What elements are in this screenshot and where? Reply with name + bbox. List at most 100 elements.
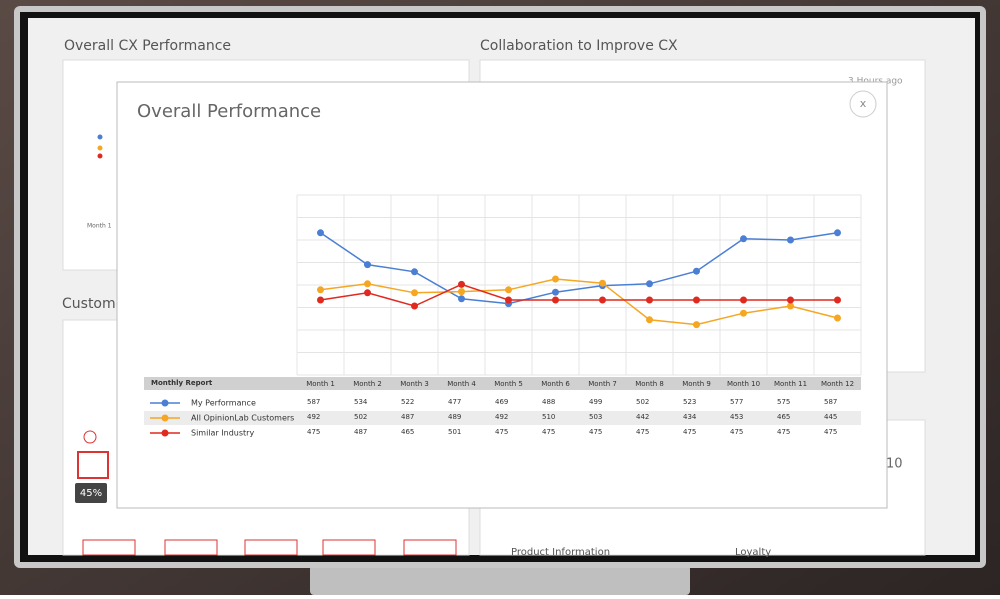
- column-header: Month 12: [821, 380, 854, 388]
- table-cell: 475: [495, 428, 508, 436]
- button[interactable]: [322, 539, 376, 556]
- table-cell: 577: [730, 398, 743, 406]
- point: [599, 279, 606, 287]
- table-cell: 502: [354, 413, 367, 421]
- point: [505, 296, 512, 304]
- panel-title: Product Information: [511, 547, 610, 558]
- modal-title: Overall Performance: [137, 101, 321, 122]
- point: [552, 296, 559, 304]
- point: [646, 280, 653, 288]
- series-line: [320, 232, 838, 305]
- table-cell: 469: [495, 398, 508, 406]
- point: [411, 268, 418, 276]
- column-header: Month 1: [306, 380, 335, 388]
- legend-label: All OpinionLab Customers: [191, 414, 294, 423]
- column-header: Month 11: [774, 380, 807, 388]
- point: [458, 288, 465, 296]
- column-header: Month 7: [588, 380, 617, 388]
- legend-label: My Performance: [191, 399, 256, 408]
- point: [787, 296, 794, 304]
- column-header: Month 2: [353, 380, 382, 388]
- table-cell: 475: [777, 428, 790, 436]
- button[interactable]: [244, 539, 298, 556]
- point: [364, 280, 371, 288]
- button[interactable]: [164, 539, 218, 556]
- legend-dot: [161, 399, 169, 407]
- point: [834, 296, 841, 304]
- table-cell: 534: [354, 398, 368, 406]
- legend-dot: [161, 429, 169, 437]
- table-cell: 487: [354, 428, 367, 436]
- point: [317, 286, 324, 294]
- point: [646, 316, 653, 324]
- point: [364, 289, 371, 297]
- legend-label: Similar Industry: [191, 429, 254, 438]
- point: [693, 321, 700, 329]
- table-row-shade: [144, 411, 861, 425]
- column-header: Month 9: [682, 380, 711, 388]
- table-cell: 587: [307, 398, 320, 406]
- table-cell: 475: [824, 428, 837, 436]
- column-header: Month 8: [635, 380, 664, 388]
- point: [740, 296, 747, 304]
- table-cell: 475: [589, 428, 602, 436]
- badge-text: 45%: [80, 488, 102, 499]
- panel-title: Overall CX Performance: [64, 38, 231, 54]
- button[interactable]: [82, 539, 136, 556]
- table-cell: 575: [777, 398, 790, 406]
- point: [740, 309, 747, 317]
- table-cell: 492: [495, 413, 508, 421]
- point: [599, 296, 606, 304]
- table-cell: 475: [683, 428, 696, 436]
- icon: [77, 451, 109, 479]
- table-cell: 465: [777, 413, 790, 421]
- panel-title: Collaboration to Improve CX: [480, 38, 678, 54]
- table-cell: 587: [824, 398, 837, 406]
- table-cell: 475: [730, 428, 743, 436]
- monitor-stand: [310, 565, 690, 595]
- point: [411, 302, 418, 310]
- point: [834, 229, 841, 237]
- table-cell: 510: [542, 413, 555, 421]
- column-header: Month 5: [494, 380, 523, 388]
- icon: [83, 430, 97, 444]
- point: [834, 314, 841, 322]
- table-cell: 442: [636, 413, 649, 421]
- point: [317, 296, 324, 304]
- table-cell: 465: [401, 428, 414, 436]
- badge: [75, 483, 107, 503]
- point: [740, 235, 747, 243]
- table-cell: 522: [401, 398, 414, 406]
- table-cell: 499: [589, 398, 602, 406]
- point: [693, 267, 700, 275]
- table-cell: 445: [824, 413, 837, 421]
- panel-title: Loyalty: [735, 547, 771, 558]
- table-title: Monthly Report: [151, 379, 213, 387]
- legend-dot: [161, 414, 169, 422]
- table-cell: 453: [730, 413, 743, 421]
- close-text[interactable]: x: [860, 97, 867, 110]
- table-cell: 475: [636, 428, 649, 436]
- point: [458, 295, 465, 303]
- panel-title: Custome: [62, 296, 124, 312]
- table-cell: 489: [448, 413, 461, 421]
- table-cell: 503: [589, 413, 602, 421]
- point: [646, 296, 653, 304]
- column-header: Month 6: [541, 380, 570, 388]
- close-button[interactable]: [849, 90, 877, 118]
- column-header: Month 3: [400, 380, 429, 388]
- button[interactable]: [403, 539, 457, 556]
- table-cell: 475: [307, 428, 320, 436]
- column-header: Month 10: [727, 380, 760, 388]
- mini-dot: [97, 145, 103, 151]
- table-cell: 523: [683, 398, 696, 406]
- panel-number: 10: [886, 457, 903, 472]
- mini-dot: [97, 134, 103, 140]
- point: [552, 288, 559, 296]
- table-cell: 487: [401, 413, 414, 421]
- mini-dot: [97, 153, 103, 159]
- point: [458, 280, 465, 288]
- point: [505, 286, 512, 294]
